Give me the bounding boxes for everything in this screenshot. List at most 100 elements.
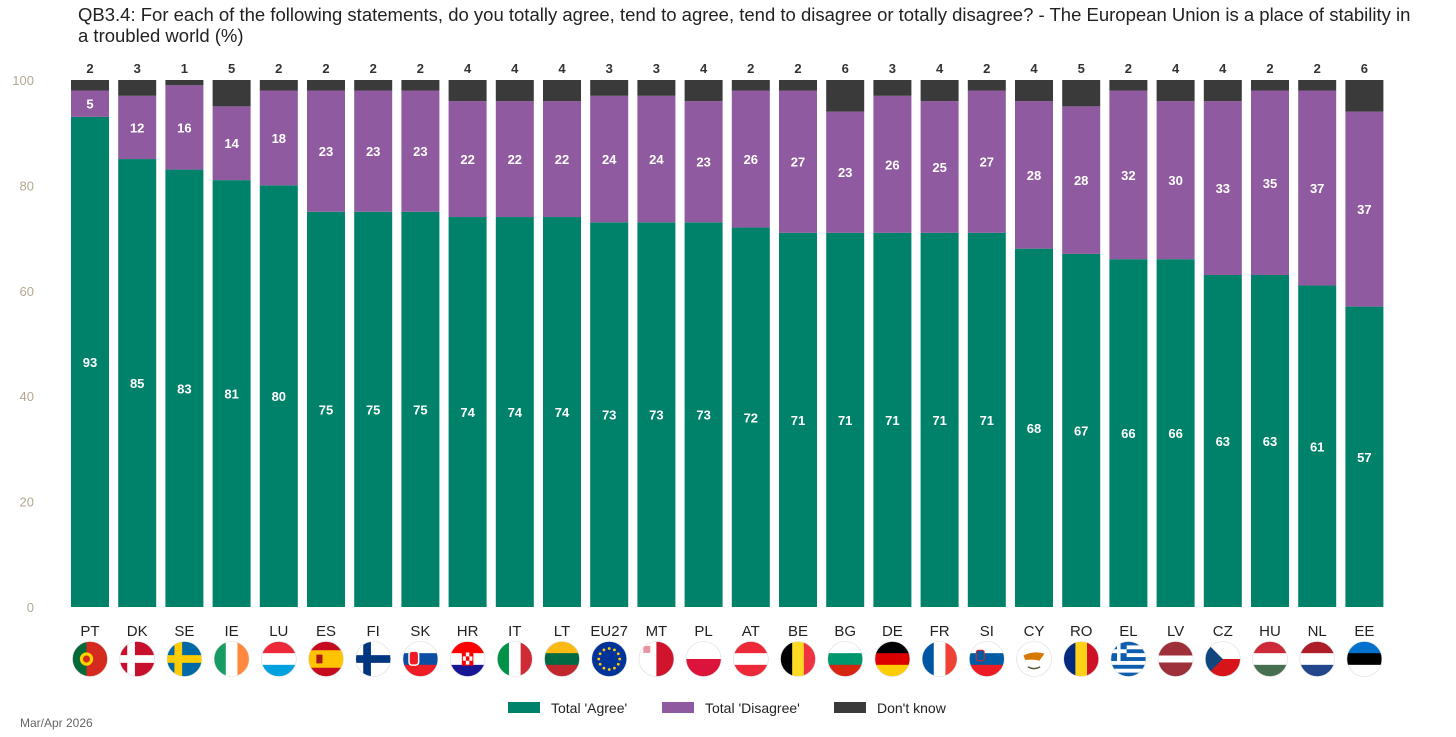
flag-outline <box>1252 641 1288 677</box>
portugal-flag <box>72 641 108 677</box>
lithuania-flag <box>544 641 580 677</box>
data-label-agree: 71 <box>932 413 946 428</box>
flag-outline <box>213 641 250 677</box>
data-label-disagree: 32 <box>1121 168 1135 183</box>
data-label-dont-know: 4 <box>558 61 566 76</box>
y-tick-label: 40 <box>20 389 34 404</box>
category-label: EE <box>1354 623 1374 640</box>
data-label-disagree: 18 <box>272 131 286 146</box>
flag-outline <box>544 641 580 677</box>
data-label-disagree: 27 <box>791 155 805 170</box>
bar-segment-dont-know <box>1015 80 1053 102</box>
category-label: SE <box>174 623 194 640</box>
bar-segment-disagree <box>71 90 109 117</box>
estonia-flag <box>1346 641 1382 677</box>
bar-segment-disagree <box>495 101 534 218</box>
flag-outline <box>1346 641 1383 677</box>
cyprus-flag <box>1016 641 1052 677</box>
y-tick-label: 100 <box>12 73 34 88</box>
bar-segment-dont-know <box>307 80 345 91</box>
flags-row <box>72 641 1383 677</box>
data-label-dont-know: 3 <box>889 61 896 76</box>
data-label-dont-know: 2 <box>983 61 990 76</box>
category-label: FR <box>930 623 950 640</box>
legend-label-agree: Total 'Agree' <box>551 700 627 716</box>
croatia-flag <box>450 641 486 677</box>
bar-segment-dont-know <box>71 80 109 91</box>
bar-segment-disagree <box>1015 101 1053 249</box>
bar-segment-disagree <box>590 95 629 223</box>
bar-segment-disagree <box>1203 101 1242 275</box>
category-label: EL <box>1119 623 1137 640</box>
category-label: IE <box>225 623 239 640</box>
data-label-dont-know: 4 <box>700 61 708 76</box>
bar-segment-agree <box>1345 306 1384 607</box>
bar-segment-disagree <box>779 90 817 233</box>
category-label: CY <box>1024 623 1045 640</box>
data-label-dont-know: 1 <box>181 61 188 76</box>
flag-outline <box>732 641 769 677</box>
data-label-agree: 74 <box>460 405 475 420</box>
italy-flag <box>497 641 533 677</box>
data-label-disagree: 14 <box>224 136 239 151</box>
data-label-disagree: 22 <box>508 152 522 167</box>
legend-label-dont-know: Don't know <box>877 700 947 716</box>
data-label-disagree: 24 <box>602 152 617 167</box>
category-label: HR <box>457 623 479 640</box>
flag-outline <box>402 641 439 677</box>
bulgaria-flag <box>827 641 863 677</box>
bar-segment-dont-know <box>1156 80 1195 102</box>
data-label-dont-know: 2 <box>275 61 282 76</box>
data-label-disagree: 23 <box>366 144 380 159</box>
bar-segment-disagree <box>212 106 251 181</box>
bar-segment-agree <box>779 232 817 607</box>
category-label: DK <box>127 623 148 640</box>
data-label-disagree: 37 <box>1310 181 1324 196</box>
flag-outline <box>449 641 486 677</box>
bar-segment-dont-know <box>495 80 534 102</box>
data-label-dont-know: 2 <box>1314 61 1321 76</box>
bar-segment-dont-know <box>401 80 440 91</box>
netherlands-flag <box>1299 641 1335 677</box>
finland-flag <box>355 641 391 677</box>
bar-segment-agree <box>71 116 109 607</box>
data-label-dont-know: 2 <box>86 61 93 76</box>
value-labels: 9352851238316181145801827523275232752327… <box>83 61 1372 465</box>
malta-flag <box>638 641 674 677</box>
bar-segment-disagree <box>354 90 393 212</box>
germany-flag <box>874 641 910 677</box>
bar-segment-agree <box>1109 259 1148 607</box>
bar-segment-dont-know <box>731 80 770 91</box>
bar-segment-agree <box>448 217 487 607</box>
flag-outline <box>496 641 533 677</box>
flag-outline <box>780 641 816 677</box>
flag-outline <box>591 641 628 677</box>
data-label-agree: 71 <box>838 413 852 428</box>
data-label-dont-know: 4 <box>1030 61 1038 76</box>
bar-segment-agree <box>1203 274 1242 607</box>
bar-segment-agree <box>212 180 251 607</box>
flag-outline <box>1299 641 1335 677</box>
data-label-agree: 74 <box>555 405 570 420</box>
legend-swatch-agree <box>508 702 540 713</box>
category-label: LU <box>269 623 288 640</box>
data-label-dont-know: 2 <box>1125 61 1132 76</box>
data-label-agree: 61 <box>1310 439 1324 454</box>
data-label-dont-know: 4 <box>1172 61 1180 76</box>
data-label-dont-know: 2 <box>322 61 329 76</box>
data-label-agree: 85 <box>130 376 144 391</box>
category-label: CZ <box>1213 623 1233 640</box>
austria-flag <box>733 641 769 677</box>
survey-date: Mar/Apr 2026 <box>20 716 93 730</box>
data-label-disagree: 23 <box>319 144 333 159</box>
bar-segment-disagree <box>1251 90 1289 275</box>
bar-segment-disagree <box>401 90 440 212</box>
data-label-dont-know: 4 <box>511 61 519 76</box>
bars-group <box>71 80 1384 608</box>
category-label: SK <box>410 623 430 640</box>
bar-segment-disagree <box>307 90 345 212</box>
category-label: EU27 <box>590 623 628 640</box>
flag-outline <box>1110 641 1147 677</box>
bar-segment-dont-know <box>1251 80 1289 91</box>
bar-segment-dont-know <box>118 80 157 96</box>
